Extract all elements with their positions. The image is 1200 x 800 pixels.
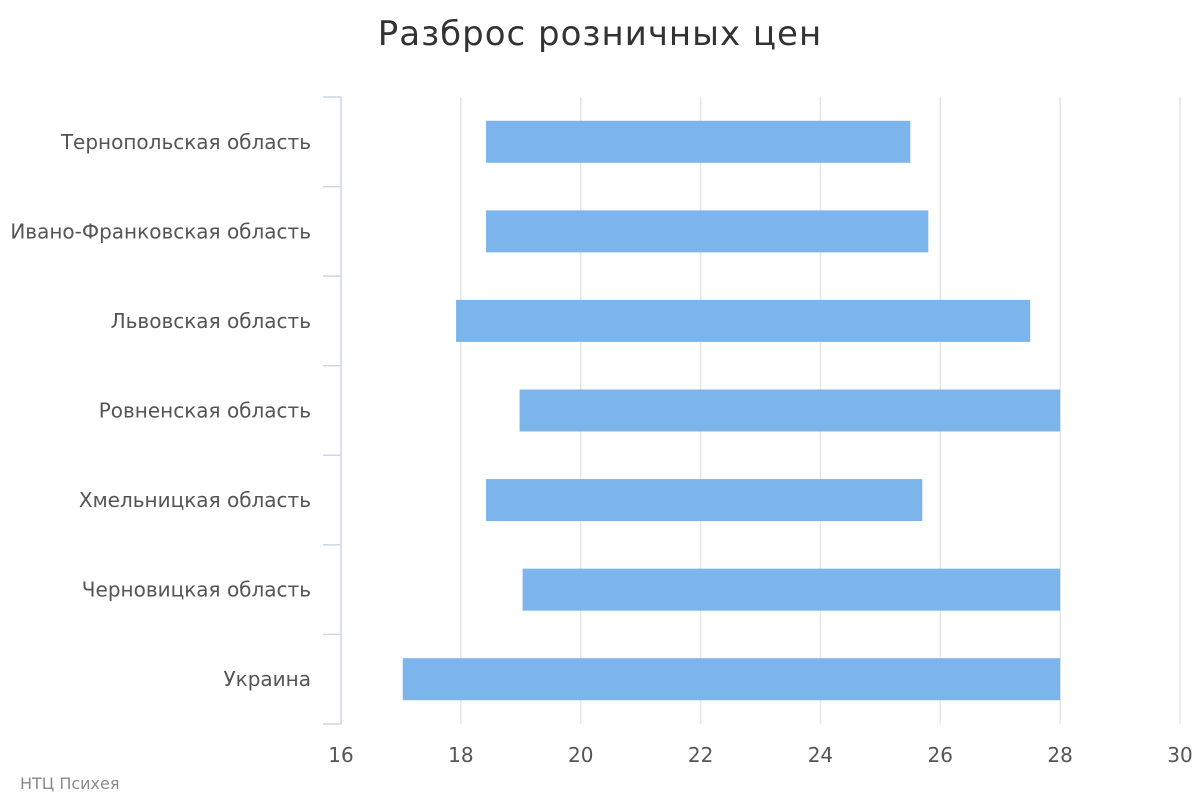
- chart-title: Разброс розничных цен: [377, 14, 823, 54]
- tick-label: 30: [1167, 743, 1192, 767]
- category-label: Хмельницкая область: [79, 488, 311, 512]
- range-bar: [486, 120, 911, 163]
- value-axis-ticks: 16 18 20 22 24 26 28 30: [328, 743, 1192, 767]
- category-label: Черновицкая область: [82, 578, 311, 602]
- category-label: Украина: [223, 667, 311, 691]
- category-label: Ивано-Франковская область: [10, 219, 311, 243]
- category-label: Львовская область: [111, 309, 311, 333]
- range-bar: [402, 658, 1061, 701]
- tick-label: 24: [808, 743, 833, 767]
- credits: НТЦ Психея: [20, 774, 120, 793]
- range-bar: [486, 210, 929, 253]
- range-bar: [522, 568, 1061, 611]
- category-label: Ровненская область: [99, 399, 311, 423]
- category-axis: [323, 96, 342, 725]
- tick-label: 22: [688, 743, 713, 767]
- bars: [402, 120, 1061, 701]
- tick-label: 20: [568, 743, 593, 767]
- tick-label: 28: [1047, 743, 1072, 767]
- tick-label: 26: [928, 743, 953, 767]
- range-bar: [456, 299, 1031, 342]
- range-bar: [486, 479, 923, 522]
- tick-label: 16: [328, 743, 353, 767]
- range-bar: [519, 389, 1061, 432]
- tick-label: 18: [448, 743, 473, 767]
- category-label: Тернопольская область: [60, 130, 311, 154]
- category-labels: Тернопольская область Ивано-Франковская о…: [10, 130, 311, 691]
